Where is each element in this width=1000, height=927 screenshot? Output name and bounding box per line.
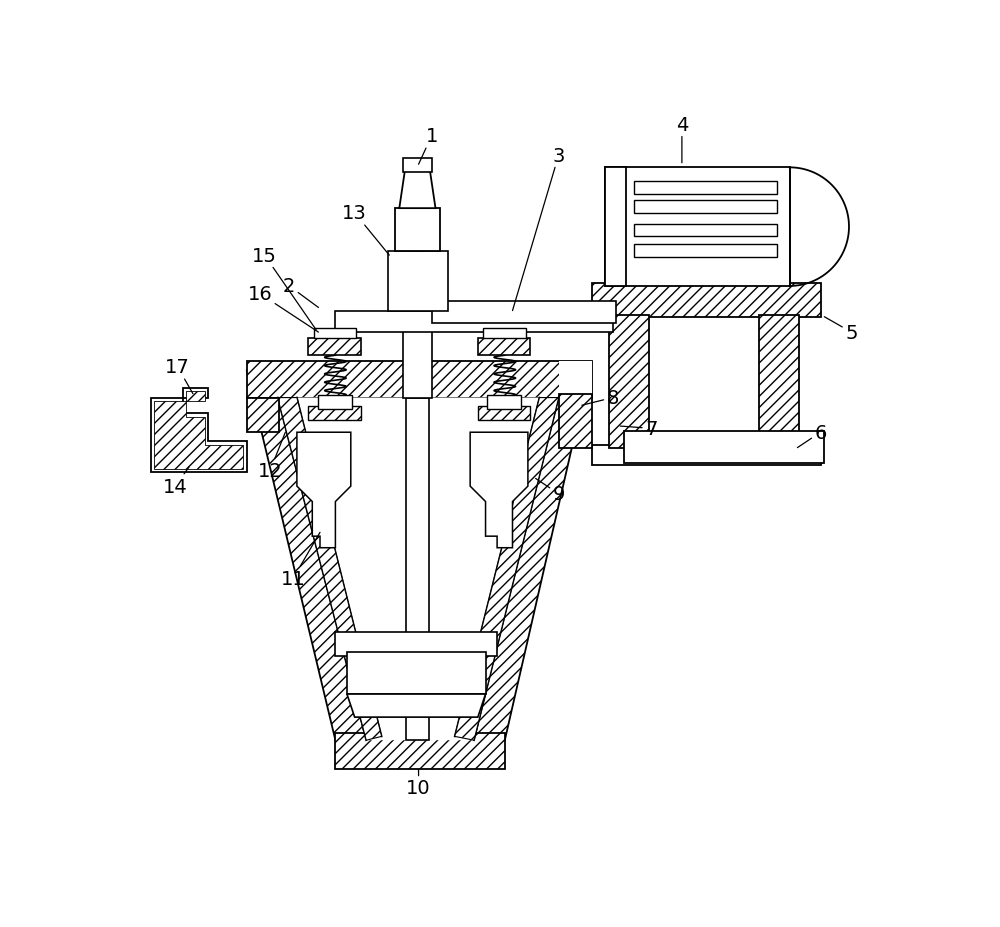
Bar	[411, 185, 425, 251]
Bar	[314, 328, 356, 339]
Polygon shape	[455, 398, 559, 741]
Bar	[559, 362, 592, 398]
Bar	[403, 233, 432, 398]
Polygon shape	[399, 168, 436, 209]
Bar	[624, 431, 824, 464]
Text: 10: 10	[406, 769, 431, 797]
Bar	[605, 168, 626, 286]
Bar	[335, 311, 613, 333]
Polygon shape	[151, 388, 247, 473]
Polygon shape	[559, 394, 592, 448]
Text: 13: 13	[342, 204, 389, 256]
Text: 11: 11	[281, 533, 320, 589]
Text: 15: 15	[252, 247, 316, 330]
Bar	[308, 407, 361, 421]
Bar	[432, 302, 616, 324]
Polygon shape	[154, 391, 243, 470]
Text: 1: 1	[419, 127, 438, 165]
Text: 17: 17	[165, 358, 193, 394]
Text: 9: 9	[536, 479, 565, 503]
Text: 6: 6	[797, 424, 827, 448]
Bar	[609, 316, 649, 448]
Text: 12: 12	[258, 433, 285, 481]
Polygon shape	[278, 398, 382, 741]
Bar	[634, 245, 777, 258]
Polygon shape	[347, 694, 486, 717]
Bar	[335, 732, 505, 769]
Text: 16: 16	[248, 285, 318, 333]
Polygon shape	[278, 398, 559, 741]
Bar	[335, 633, 497, 655]
Bar	[395, 209, 440, 251]
Bar	[347, 652, 486, 694]
Bar	[634, 182, 777, 195]
Text: 8: 8	[582, 388, 619, 408]
Bar	[247, 362, 592, 398]
Text: 3: 3	[512, 146, 565, 311]
Text: 4: 4	[676, 116, 688, 163]
Polygon shape	[470, 433, 528, 548]
Bar	[759, 316, 799, 448]
Bar	[388, 251, 448, 311]
Bar	[403, 159, 432, 172]
Bar	[592, 284, 821, 317]
Bar	[605, 168, 790, 286]
Polygon shape	[247, 371, 366, 741]
Text: 14: 14	[163, 467, 189, 496]
Bar	[487, 396, 521, 410]
Text: 5: 5	[824, 317, 858, 342]
Bar	[634, 224, 777, 236]
Text: 2: 2	[283, 277, 318, 308]
Bar	[478, 339, 530, 356]
Bar	[247, 398, 279, 433]
Polygon shape	[474, 371, 590, 741]
Polygon shape	[297, 433, 351, 548]
Bar	[318, 396, 352, 410]
Bar	[478, 407, 530, 421]
Bar	[406, 398, 429, 741]
Bar	[592, 445, 821, 465]
Bar	[483, 328, 526, 339]
Text: 7: 7	[620, 419, 657, 438]
Bar	[634, 201, 777, 213]
Bar	[308, 339, 361, 356]
